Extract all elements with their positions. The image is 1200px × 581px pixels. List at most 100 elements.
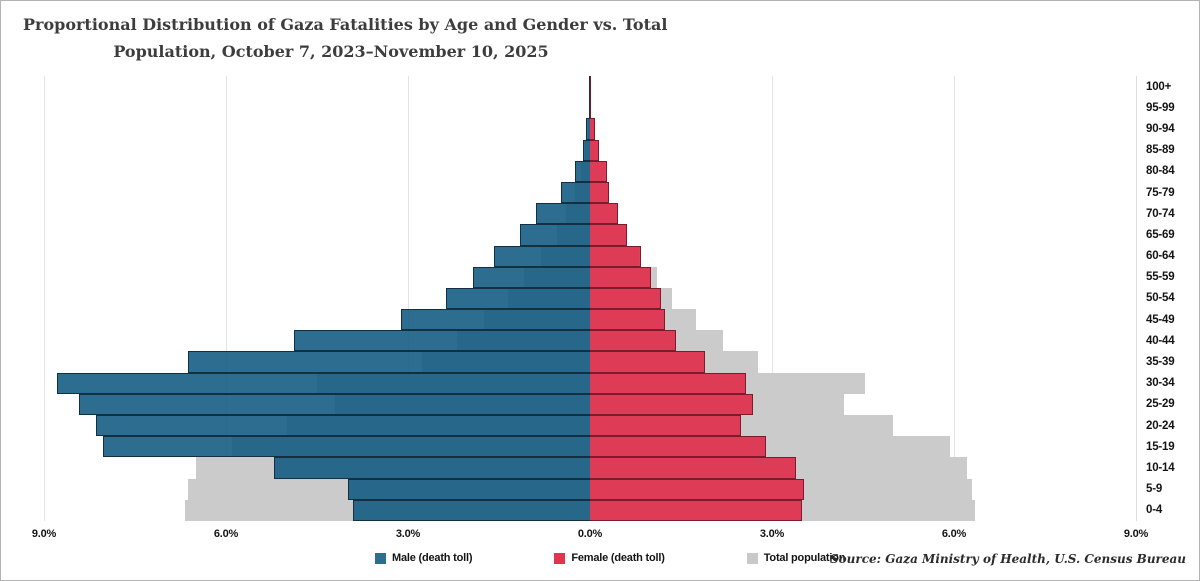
age-label-20-24: 20-24 — [1146, 419, 1175, 432]
left-half — [44, 181, 590, 204]
bar-male-50-54 — [445, 287, 590, 310]
x-axis-ticks: 9.0% 6.0% 3.0% 0.0% 3.0% 6.0% 9.0% — [32, 528, 1148, 544]
pyramid-row-75-79 — [44, 181, 1136, 204]
pyramid-row-35-39 — [44, 351, 1136, 373]
right-half — [590, 499, 1136, 521]
age-label-100+: 100+ — [1146, 80, 1172, 93]
bar-male-75-79 — [560, 181, 590, 204]
pyramid-row-5-9 — [44, 478, 1136, 500]
bar-female-50-54 — [590, 287, 661, 310]
pyramid-row-55-59 — [44, 266, 1136, 288]
bar-female-85-89 — [590, 139, 600, 161]
left-half — [44, 393, 590, 415]
age-label-40-44: 40-44 — [1146, 334, 1175, 347]
age-label-60-64: 60-64 — [1146, 250, 1175, 263]
left-half — [44, 97, 590, 119]
right-half — [590, 309, 1136, 331]
gridline — [954, 76, 955, 521]
left-half — [44, 309, 590, 331]
age-label-50-54: 50-54 — [1146, 292, 1175, 305]
legend-item: Female (death toll) — [554, 552, 665, 564]
bar-male-40-44 — [293, 330, 590, 352]
left-half — [44, 139, 590, 161]
bar-female-10-14 — [590, 457, 797, 479]
pyramid-row-10-14 — [44, 457, 1136, 479]
pyramid-row-70-74 — [44, 203, 1136, 225]
right-half — [590, 393, 1136, 415]
pyramid-row-50-54 — [44, 287, 1136, 310]
bar-female-55-59 — [590, 266, 651, 288]
x-tick-label: 9.0% — [1123, 528, 1149, 540]
bar-male-10-14 — [273, 457, 590, 479]
bar-male-85-89 — [582, 139, 590, 161]
left-half — [44, 478, 590, 500]
bar-female-95-99 — [590, 97, 592, 119]
age-label-85-89: 85-89 — [1146, 144, 1175, 157]
age-label-95-99: 95-99 — [1146, 101, 1175, 114]
pyramid-row-95-99 — [44, 97, 1136, 119]
right-half — [590, 266, 1136, 288]
right-half — [590, 457, 1136, 479]
bar-female-15-19 — [590, 436, 766, 458]
left-half — [44, 203, 590, 225]
pyramid-row-0-4 — [44, 499, 1136, 521]
source-note: Source: Gaza Ministry of Health, U.S. Ce… — [829, 552, 1186, 566]
gridline — [226, 76, 227, 521]
x-tick-label: 3.0% — [759, 528, 785, 540]
bar-male-70-74 — [536, 203, 590, 225]
bar-male-20-24 — [96, 415, 590, 437]
chart-title-line2: Population, October 7, 2023–November 10,… — [113, 42, 549, 62]
pyramid-row-85-89 — [44, 139, 1136, 161]
age-label-45-49: 45-49 — [1146, 313, 1175, 326]
bar-female-60-64 — [590, 245, 641, 267]
legend-item: Male (death toll) — [375, 552, 473, 564]
legend-swatch-icon — [746, 552, 758, 564]
bar-male-0-4 — [352, 499, 590, 521]
bar-male-25-29 — [79, 393, 590, 415]
pyramid-row-30-34 — [44, 372, 1136, 394]
pyramid-row-40-44 — [44, 330, 1136, 352]
right-half — [590, 372, 1136, 394]
x-tick-label: 9.0% — [31, 528, 57, 540]
gridline — [44, 76, 45, 521]
bar-male-30-34 — [56, 372, 590, 394]
bar-male-5-9 — [347, 478, 590, 500]
bar-female-25-29 — [590, 393, 753, 415]
bar-female-30-34 — [590, 372, 746, 394]
legend: Male (death toll) Female (death toll) Tota… — [375, 552, 845, 564]
legend-label: Male (death toll) — [392, 552, 473, 564]
age-label-0-4: 0-4 — [1146, 504, 1163, 517]
x-tick-label: 0.0% — [577, 528, 603, 540]
right-half — [590, 436, 1136, 458]
bar-female-0-4 — [590, 499, 803, 521]
right-half — [590, 245, 1136, 267]
age-axis: 100+ 95-99 90-94 85-89 80-84 75-79 70-74 65-69 6… — [1136, 76, 1199, 521]
left-half — [44, 330, 590, 352]
legend-swatch-icon — [375, 552, 386, 564]
left-half — [44, 245, 590, 267]
bar-male-45-49 — [400, 309, 590, 331]
left-half — [44, 118, 590, 140]
bar-female-45-49 — [590, 309, 665, 331]
bar-male-35-39 — [187, 351, 590, 373]
right-half — [590, 330, 1136, 352]
right-half — [590, 76, 1136, 98]
pyramid-row-25-29 — [44, 393, 1136, 415]
right-half — [590, 351, 1136, 373]
left-half — [44, 372, 590, 394]
pyramid-row-15-19 — [44, 436, 1136, 458]
right-half — [590, 97, 1136, 119]
right-half — [590, 478, 1136, 500]
left-half — [44, 415, 590, 437]
bar-female-35-39 — [590, 351, 705, 373]
age-label-90-94: 90-94 — [1146, 122, 1175, 135]
bar-female-75-79 — [590, 181, 610, 204]
bar-female-90-94 — [590, 118, 595, 140]
pyramid-row-45-49 — [44, 309, 1136, 331]
age-label-75-79: 75-79 — [1146, 186, 1175, 199]
left-half — [44, 457, 590, 479]
left-half — [44, 76, 590, 98]
gridline — [772, 76, 773, 521]
age-label-80-84: 80-84 — [1146, 165, 1175, 178]
